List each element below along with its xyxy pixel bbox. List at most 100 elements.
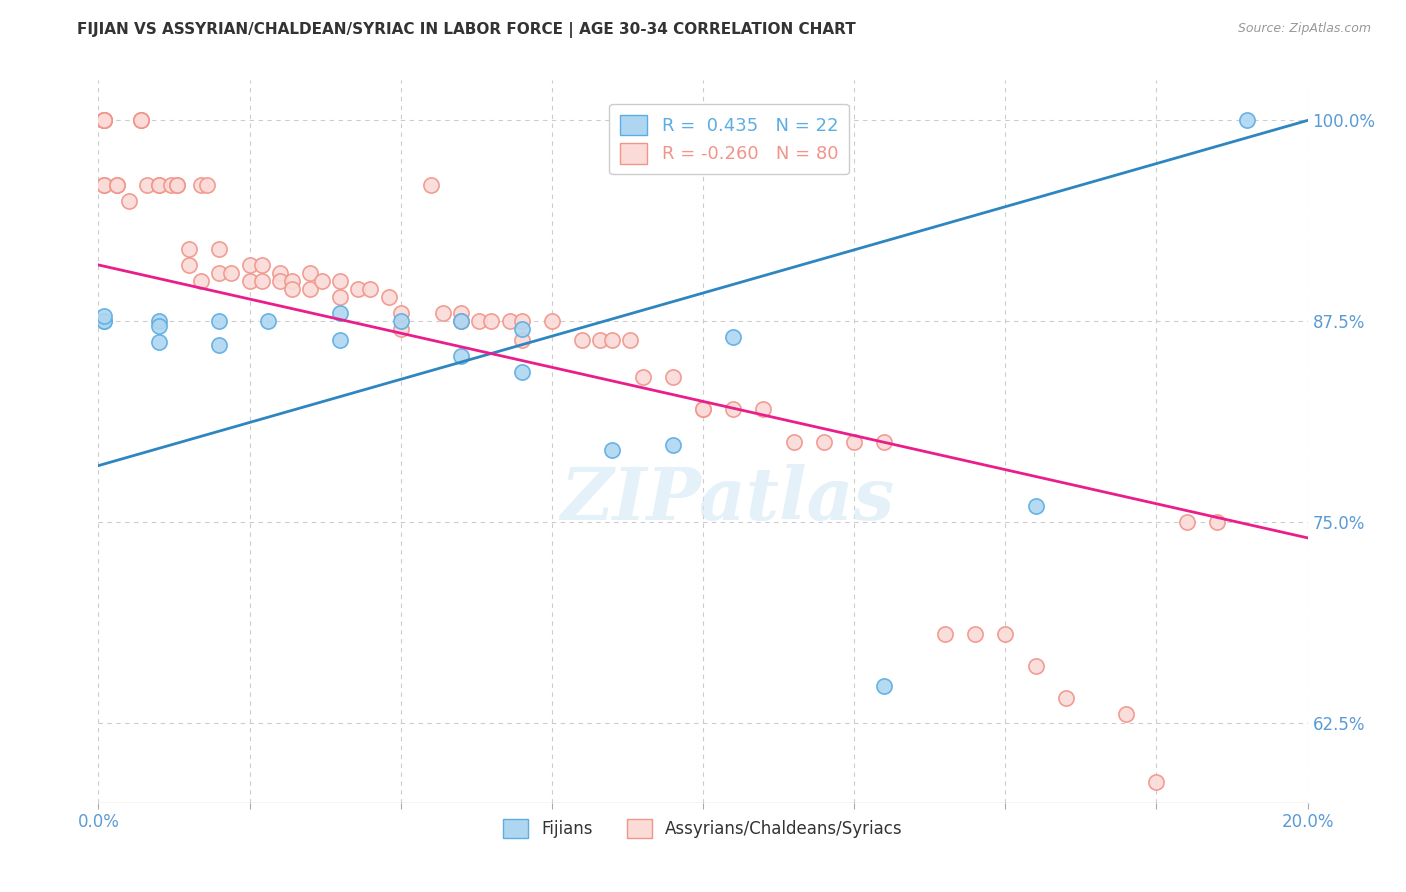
Point [93, 178, 115, 192]
Text: FIJIAN VS ASSYRIAN/CHALDEAN/SYRIAC IN LABOR FORCE | AGE 30-34 CORRELATION CHART: FIJIAN VS ASSYRIAN/CHALDEAN/SYRIAC IN LA… [77, 22, 856, 38]
Point [1206, 515, 1229, 529]
Point [190, 274, 212, 288]
Point [589, 334, 612, 348]
Point [692, 402, 714, 417]
Text: Source: ZipAtlas.com: Source: ZipAtlas.com [1237, 22, 1371, 36]
Point [723, 330, 745, 344]
Point [256, 314, 278, 328]
Point [389, 322, 412, 336]
Point [844, 434, 866, 449]
Point [93, 113, 115, 128]
Point [148, 178, 170, 192]
Point [281, 282, 304, 296]
Point [105, 178, 128, 192]
Point [299, 266, 322, 280]
Point [752, 402, 775, 417]
Point [389, 314, 412, 328]
Point [179, 258, 201, 272]
Point [105, 178, 128, 192]
Point [510, 334, 533, 348]
Point [329, 290, 352, 304]
Point [432, 306, 454, 320]
Point [93, 113, 115, 128]
Point [129, 113, 152, 128]
Point [299, 282, 322, 296]
Point [166, 178, 188, 192]
Point [510, 322, 533, 336]
Point [93, 314, 115, 328]
Point [965, 627, 987, 641]
Point [239, 258, 262, 272]
Point [813, 434, 835, 449]
Point [631, 370, 654, 384]
Point [602, 334, 624, 348]
Point [148, 334, 170, 349]
Point [239, 274, 262, 288]
Point [571, 334, 593, 348]
Text: ZIPatlas: ZIPatlas [560, 464, 894, 535]
Point [389, 306, 412, 320]
Point [160, 178, 183, 192]
Point [93, 314, 115, 328]
Point [250, 258, 273, 272]
Point [195, 178, 218, 192]
Point [510, 314, 533, 328]
Point [93, 178, 115, 192]
Point [450, 314, 472, 328]
Point [934, 627, 956, 641]
Point [208, 314, 231, 328]
Point [873, 679, 896, 693]
Point [450, 314, 472, 328]
Point [540, 314, 562, 328]
Point [135, 178, 157, 192]
Point [93, 113, 115, 128]
Point [1236, 113, 1258, 128]
Point [148, 178, 170, 192]
Point [329, 274, 352, 288]
Point [179, 242, 201, 256]
Point [450, 350, 472, 364]
Point [269, 274, 291, 288]
Point [129, 113, 152, 128]
Point [1144, 775, 1167, 789]
Point [498, 314, 520, 328]
Point [1024, 659, 1046, 673]
Point [93, 113, 115, 128]
Point [329, 306, 352, 320]
Point [269, 266, 291, 280]
Point [619, 334, 641, 348]
Point [129, 113, 152, 128]
Point [873, 434, 896, 449]
Point [208, 266, 231, 280]
Point [360, 282, 382, 296]
Point [190, 178, 212, 192]
Point [250, 274, 273, 288]
Point [311, 274, 333, 288]
Point [377, 290, 399, 304]
Point [1024, 499, 1046, 513]
Point [450, 306, 472, 320]
Point [510, 366, 533, 380]
Point [481, 314, 503, 328]
Legend: Fijians, Assyrians/Chaldeans/Syriacs: Fijians, Assyrians/Chaldeans/Syriacs [496, 813, 910, 845]
Point [1175, 515, 1198, 529]
Point [420, 178, 443, 192]
Point [93, 310, 115, 324]
Point [661, 370, 683, 384]
Point [118, 194, 141, 208]
Point [723, 402, 745, 417]
Point [602, 442, 624, 457]
Point [166, 178, 188, 192]
Point [1054, 691, 1077, 706]
Point [347, 282, 370, 296]
Point [93, 113, 115, 128]
Point [148, 314, 170, 328]
Point [783, 434, 806, 449]
Point [148, 318, 170, 333]
Point [1115, 707, 1137, 722]
Point [329, 334, 352, 348]
Point [994, 627, 1017, 641]
Point [468, 314, 491, 328]
Point [692, 402, 714, 417]
Point [208, 338, 231, 352]
